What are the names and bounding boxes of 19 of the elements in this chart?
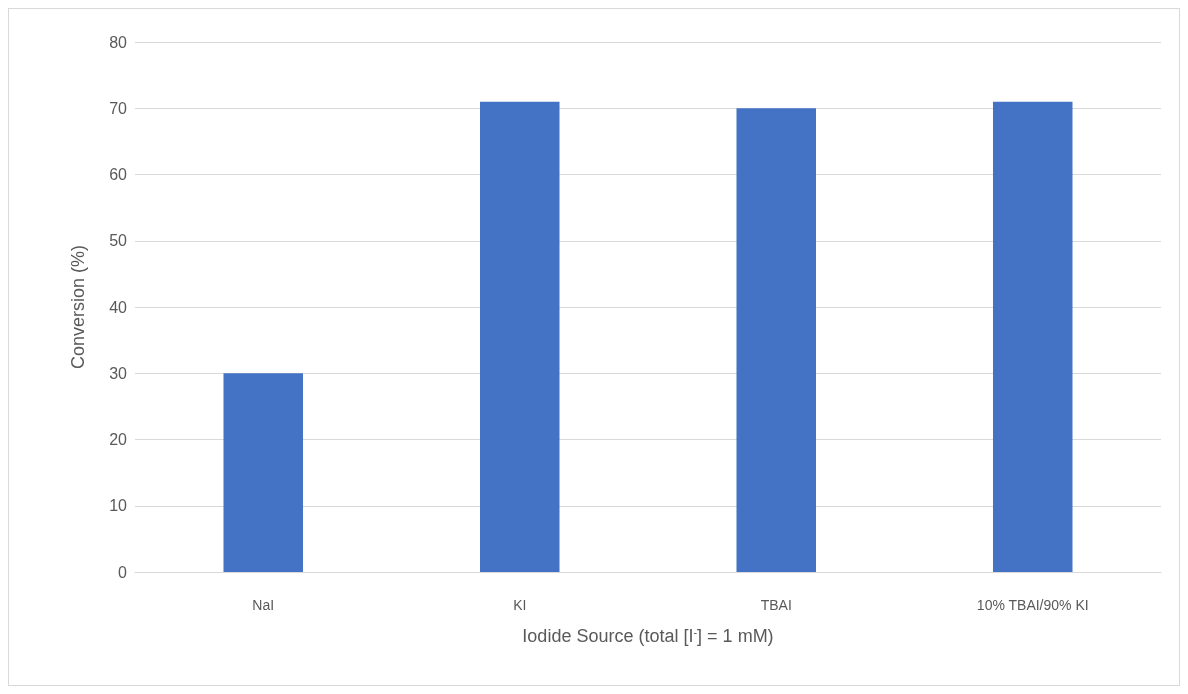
x-tick-label: 10% TBAI/90% KI [976, 597, 1089, 613]
bar [223, 373, 304, 572]
bar [736, 108, 817, 572]
bar [992, 101, 1073, 572]
bar [479, 101, 560, 572]
y-tick-label: 20 [109, 431, 128, 448]
y-axis-title: Conversion (%) [68, 244, 88, 370]
x-axis-title: Iodide Source (total [I-] = 1 mM) [522, 625, 774, 646]
x-tick-label: KI [513, 597, 527, 613]
y-tick-label: 60 [109, 166, 128, 183]
x-tick-label: NaI [252, 597, 275, 613]
y-tick-label: 70 [109, 99, 128, 117]
y-tick-label: 40 [109, 298, 128, 316]
y-tick-label: 30 [109, 364, 128, 382]
y-tick-label: 50 [109, 232, 128, 250]
y-tick-label: 10 [109, 497, 128, 515]
y-tick-label: 0 [118, 563, 128, 581]
x-tick-label: TBAI [760, 597, 792, 613]
y-tick-label: 80 [109, 33, 128, 51]
